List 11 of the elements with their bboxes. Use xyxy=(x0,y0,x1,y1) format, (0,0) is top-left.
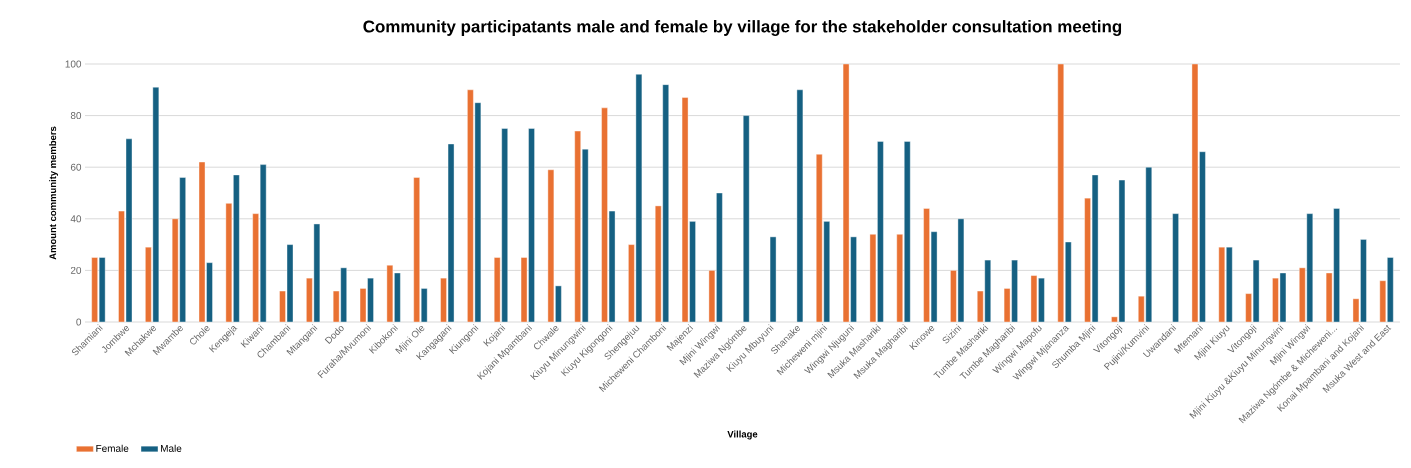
y-tick-label: 80 xyxy=(70,112,82,120)
y-tick-label: 0 xyxy=(76,318,82,326)
y-tick-label: 60 xyxy=(70,163,82,171)
chart-title: Community participatants male and female by village for the stakeholder consultation meeting xyxy=(363,20,1122,36)
legend-label: Female xyxy=(96,444,129,452)
y-tick-label: 40 xyxy=(70,215,82,223)
legend-label: Male xyxy=(161,444,182,452)
y-axis-title: Amount community members xyxy=(49,126,59,260)
y-tick-label: 20 xyxy=(70,266,82,274)
x-axis-title: Village xyxy=(727,430,758,440)
y-tick-label: 100 xyxy=(65,60,82,68)
